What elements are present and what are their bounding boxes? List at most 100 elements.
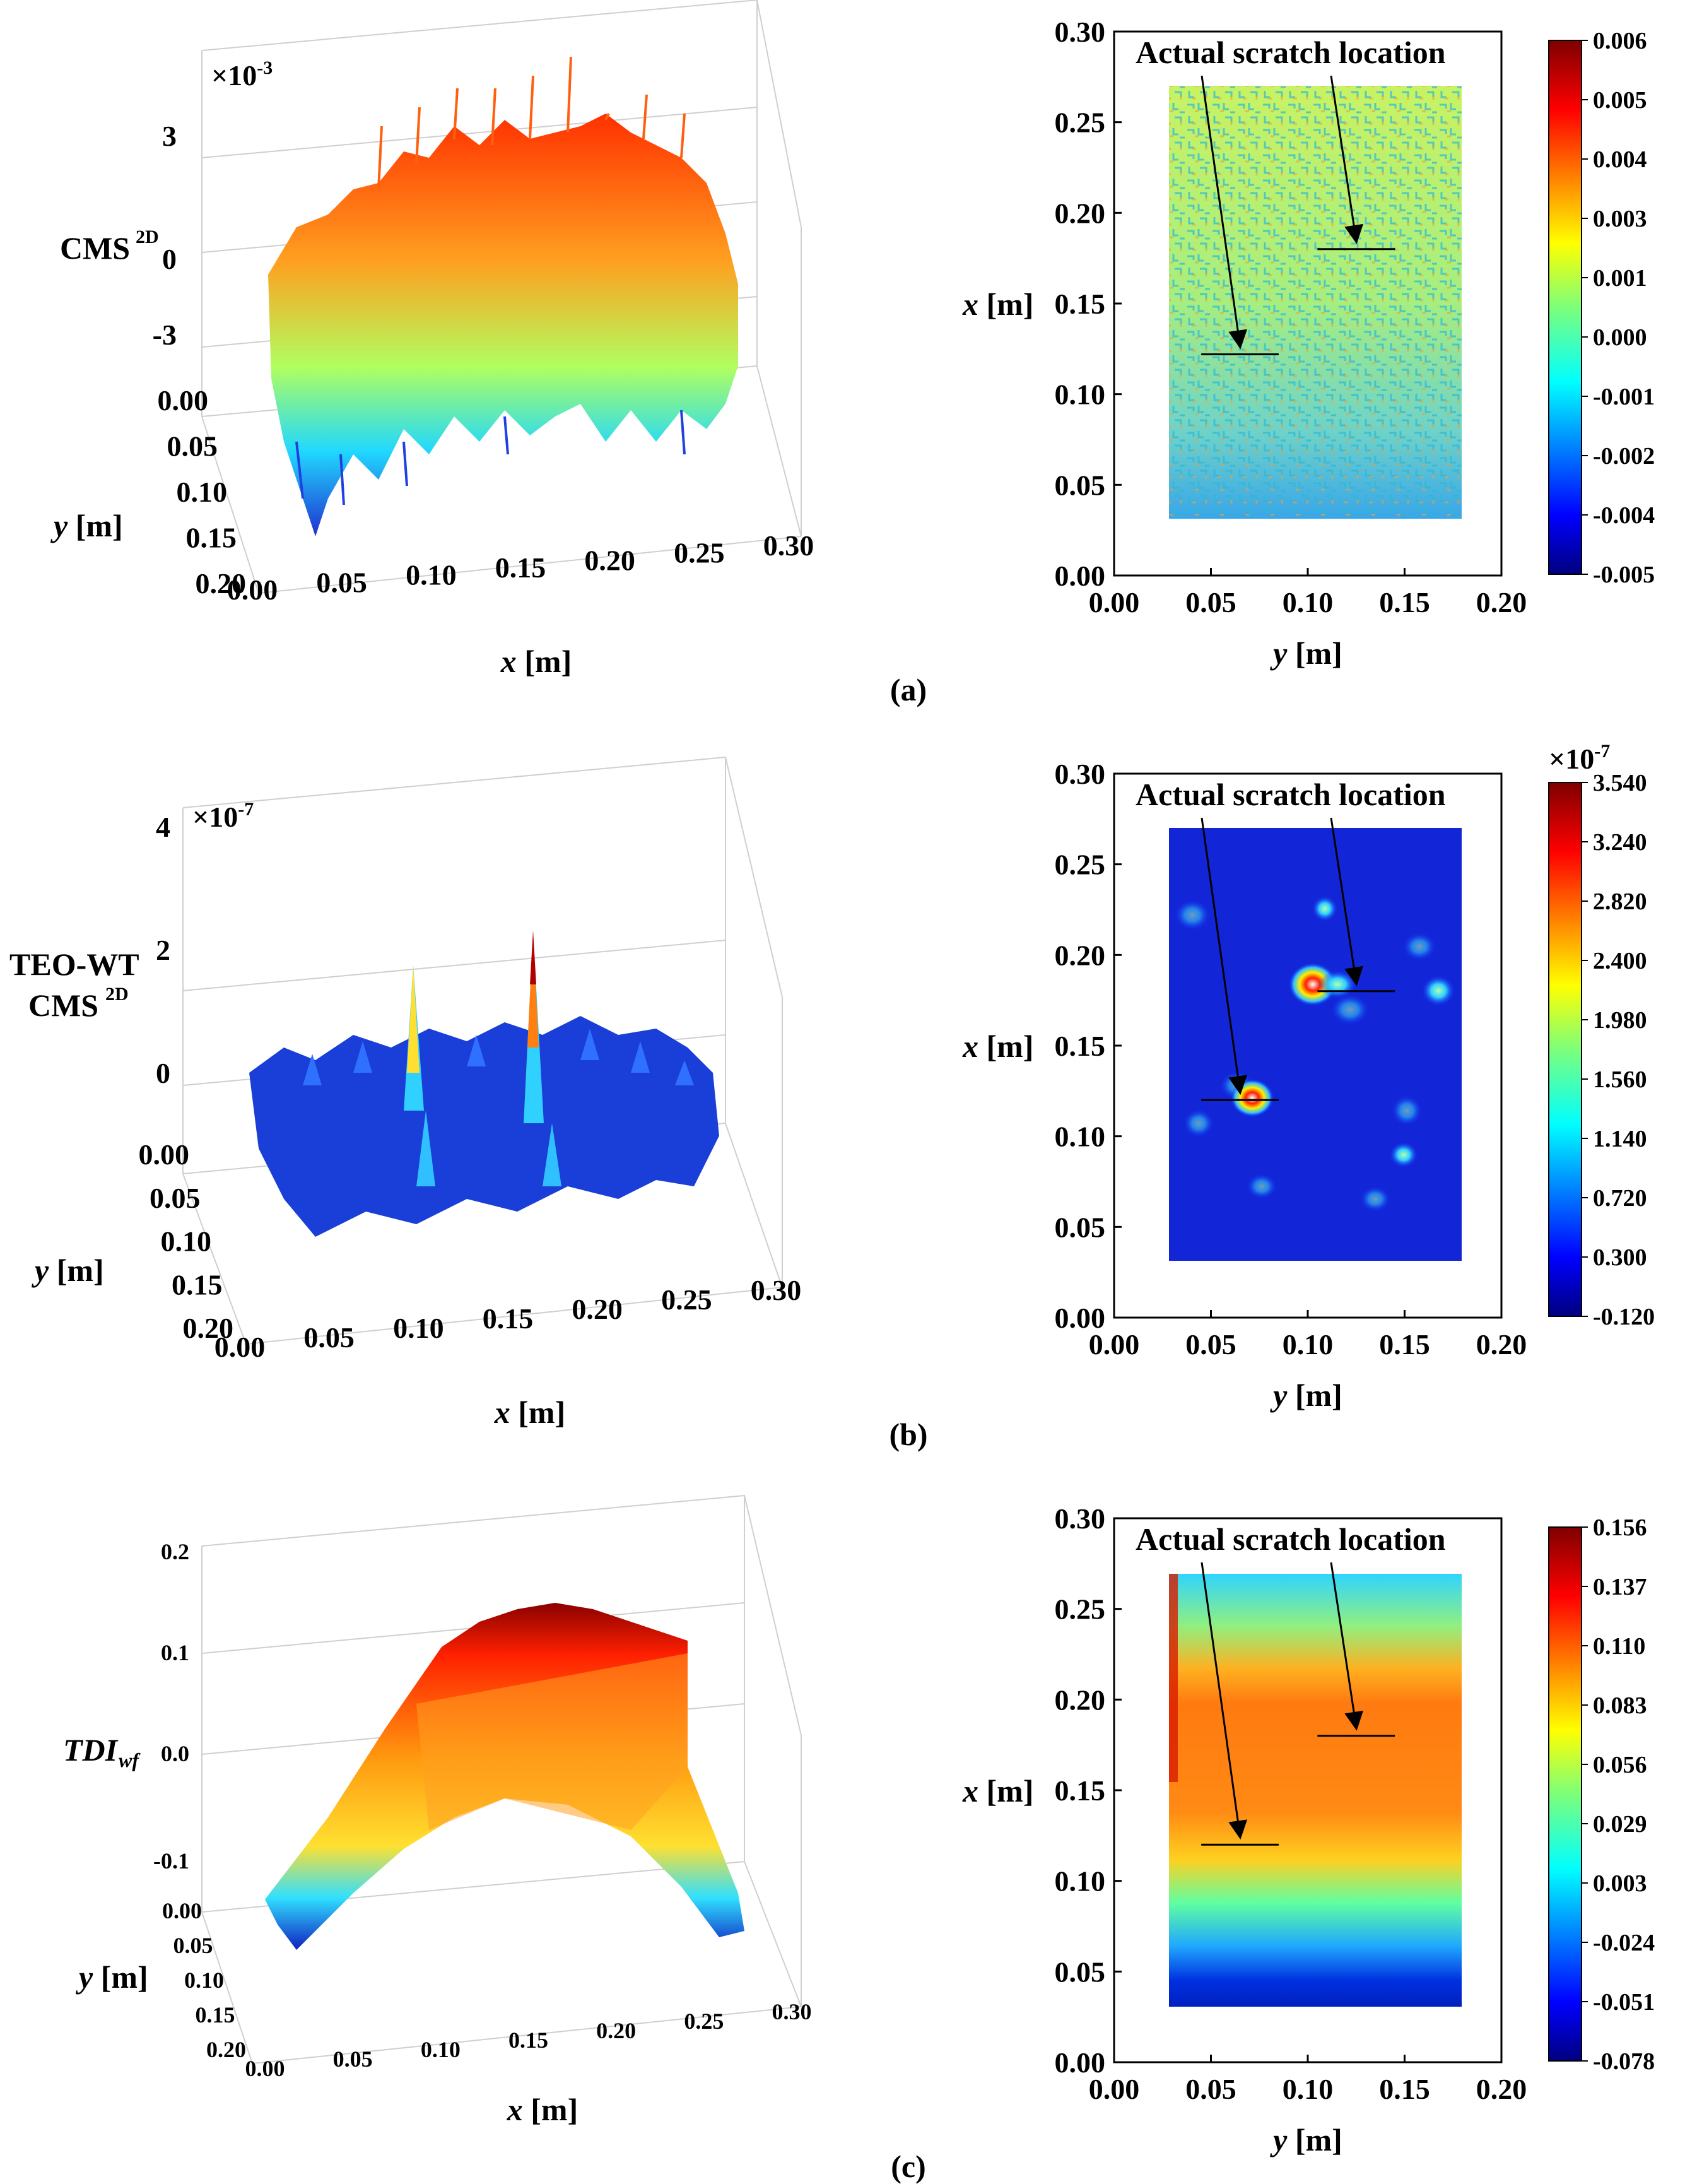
scratch-annotation: Actual scratch location [1136,35,1446,70]
colorbar-tick-label: 0.004 [1593,146,1647,173]
colorbar-tick-label: 0.720 [1593,1185,1647,1212]
scratch-arrow [1330,1562,1363,1731]
map-axes-3: 0.00 0.05 0.10 0.15 0.20 0.25 0.30 0.00 0.05 0.10… [891,1502,1655,2184]
map-ytick-label: 0.10 [1055,379,1106,411]
map-xtick-label: 0.00 [1089,1328,1140,1361]
surface-zlabel: CMS 2D [60,227,159,266]
map-ytick-label: 0.20 [1055,197,1106,229]
surface-ztick-label: 0 [156,1057,170,1089]
map-ytick-label: 0.30 [1055,1502,1106,1535]
surface-xtick-label: 0.10 [421,2037,461,2062]
surface-xtick-label: 0.10 [393,1312,444,1344]
colorbar-tick-label: 0.110 [1593,1633,1645,1660]
surface-ytick-label: 0.05 [167,430,218,463]
colorbar-tick-label: 0.003 [1593,206,1647,232]
map-xtick-label: 0.10 [1283,2073,1334,2105]
map-xtick-label: 0.15 [1379,1328,1430,1361]
surface-ytick-label: 0.00 [158,384,209,416]
map-xtick-label: 0.00 [1089,586,1140,618]
colorbar-tick-label: 1.140 [1593,1126,1647,1152]
map-xtick-label: 0.10 [1283,1328,1334,1361]
surface-spikes-down [295,410,686,505]
colorbar-tick-label: 3.240 [1593,829,1647,856]
surface-xtick-label: 0.15 [483,1302,534,1335]
colorbar-tick-label: 0.083 [1593,1692,1647,1719]
map-ytick-label: 0.20 [1055,1684,1106,1716]
map-xtick-label: 0.00 [1089,2073,1140,2105]
map-xtick-label: 0.05 [1185,2073,1236,2105]
surface-ylabel: y [m] [76,1959,148,1995]
surface-ytick-label: 0.15 [186,522,237,554]
surface-xtick-label: 0.30 [763,529,814,562]
map-ytick-label: 0.30 [1055,16,1106,48]
colorbar-tick-label: 0.005 [1593,87,1647,114]
surface-spikes [377,56,686,190]
scratch-arrow [1201,75,1248,350]
svg-text:TDI: TDI [63,1732,119,1768]
colorbar-tick-label: 2.820 [1593,888,1647,915]
map-ytick-label: 0.15 [1055,1774,1106,1807]
surface-xlabel: x [m] [500,644,572,679]
map-ylabel: x [m] [962,1773,1033,1809]
surface-mesh-front [416,1653,688,1830]
map-ytick-label: 0.15 [1055,1030,1106,1062]
colorbar-tick-label: -0.051 [1593,1989,1655,2016]
colorbar-tick-label: 0.300 [1593,1244,1647,1271]
heatmap-texture [1169,86,1462,519]
colorbar-tick-label: 0.137 [1593,1574,1647,1600]
surface-ytick-label: 0.00 [139,1138,190,1171]
colorbar-tick-label: 0.000 [1593,324,1647,351]
surface-xtick-label: 0.25 [661,1284,712,1316]
surface-xtick-label: 0.15 [508,2028,548,2053]
colorbar-tick-label: -0.004 [1593,502,1655,529]
map-ytick-label: 0.00 [1055,2046,1106,2079]
map-xlabel: y [m] [1270,2122,1342,2157]
surface-ytick-label: 0.10 [177,476,228,508]
surface-plot-c: TDI wf [63,1494,802,2064]
scratch-annotation: Actual scratch location [1136,1521,1446,1557]
surface-xtick-label: 0.05 [316,566,367,598]
svg-text:2D: 2D [136,227,159,247]
surface-xtick-label: 0.20 [596,2018,636,2043]
colorbar-tick-label: 0.029 [1593,1811,1647,1838]
heatmap-edge [1169,1574,1178,1782]
surface-exponent: ×10-7 [192,799,254,833]
surface-ytick-label: 0.15 [172,1268,223,1301]
heatmap-field [1169,1574,1462,2007]
surface-ytick-label: 0.00 [162,1898,202,1923]
surface-ytick-label: 0.10 [184,1968,224,1993]
colorbar-tick-label: -0.120 [1593,1304,1655,1330]
surface-zlabel: TDI wf [63,1732,141,1771]
surface-plot-b: ×10-7 TEO-WT CMS 2D [9,756,783,1345]
map-ytick-label: 0.20 [1055,939,1106,971]
surface-ytick-label: 0.20 [183,1312,234,1344]
surface-xtick-label: 0.30 [751,1274,802,1306]
map-xtick-label: 0.20 [1476,2073,1527,2105]
colorbar [1548,1526,1582,2062]
colorbar-tick-label: -0.024 [1593,1930,1655,1956]
surface-mesh [249,1016,719,1237]
heatmap-blobs [1175,900,1436,1212]
colorbar-tick-label: 0.003 [1593,1870,1647,1897]
surface-ztick-label: -0.1 [153,1848,189,1874]
surface-exponent: ×10-3 [211,57,273,91]
colorbar [1548,782,1582,1317]
map-ytick-label: 0.15 [1055,288,1106,320]
map-axes-1: 0.00 0.05 0.10 0.15 0.20 0.25 0.30 0.00 0.05 0.10… [890,16,1655,707]
scratch-arrow [1330,75,1363,244]
colorbar-tick-label: -0.078 [1593,2048,1655,2075]
surface-xtick-label: 0.20 [572,1293,623,1325]
surface-xlabel: x [m] [507,2092,578,2127]
map-xtick-label: 0.20 [1476,586,1527,618]
map-ylabel: x [m] [962,286,1033,322]
surface-ytick-label: 0.05 [150,1182,201,1214]
svg-text:CMS: CMS [60,230,130,266]
surface-xtick-label: 0.00 [245,2056,285,2081]
surface-peaks [404,931,561,1186]
colorbar-tick-label: 1.560 [1593,1066,1647,1093]
surface-xtick-label: 0.10 [406,559,457,591]
map-ytick-label: 0.05 [1055,1956,1106,1988]
colorbar-tick-label: 0.156 [1593,1514,1647,1541]
surface-ztick-label: 4 [156,811,170,843]
surface-ytick-label: 0.15 [196,2002,235,2028]
